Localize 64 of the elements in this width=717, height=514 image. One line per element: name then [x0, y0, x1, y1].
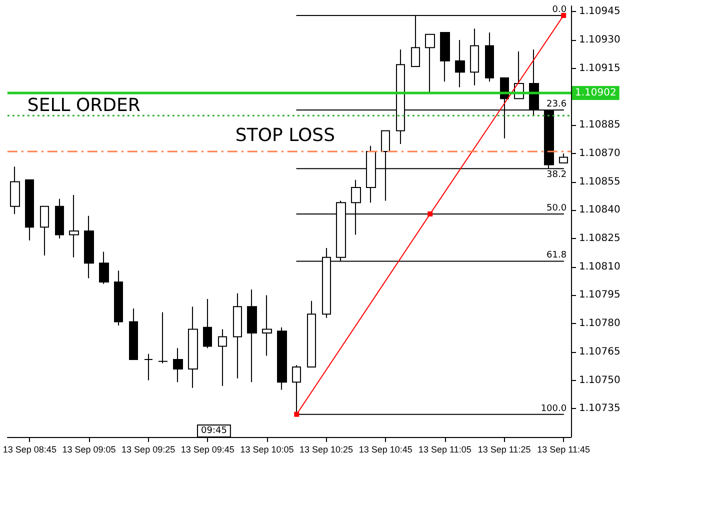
- candlestick: [173, 348, 183, 383]
- annotation: 50.0: [546, 203, 567, 214]
- candlestick: [10, 166, 20, 214]
- x-tick-label: 13 Sep 11:25: [478, 444, 531, 454]
- candlestick: [470, 28, 479, 86]
- y-tick-label: 1.10930: [579, 34, 620, 46]
- candlestick: [114, 270, 123, 326]
- x-tick-label: 13 Sep 10:05: [240, 444, 294, 454]
- candlestick: [158, 312, 168, 364]
- x-tick-label: 13 Sep 11:45: [537, 444, 590, 454]
- candlestick: [129, 308, 138, 360]
- candlestick: [203, 298, 212, 349]
- candlestick: [485, 32, 494, 82]
- x-tick-label: 13 Sep 11:05: [418, 444, 472, 454]
- y-tick-label: 1.10780: [579, 318, 620, 330]
- candlestick: [218, 328, 227, 386]
- candlestick: [84, 215, 94, 279]
- candlestick: [307, 300, 316, 368]
- y-tick-label: 1.10870: [579, 148, 620, 159]
- annotation: 38.2: [546, 170, 567, 180]
- x-tick-label: 13 Sep 10:25: [300, 444, 354, 454]
- candlestick: [440, 32, 450, 82]
- y-tick-label: 1.10825: [579, 233, 620, 244]
- candlestick: [188, 306, 198, 388]
- x-tick-label: 13 Sep 10:45: [358, 444, 412, 454]
- y-tick-label: 1.10915: [579, 62, 620, 74]
- candlestick: [425, 34, 435, 94]
- y-tick-label: 1.10750: [579, 374, 620, 386]
- ref-line-label: STOP LOSS: [235, 125, 336, 146]
- candlestick: [40, 206, 49, 256]
- candlestick: [277, 326, 287, 390]
- y-tick-label: 1.10735: [579, 403, 620, 414]
- candlestick: [262, 294, 272, 356]
- candlestick: [455, 40, 465, 88]
- candlestick: [233, 292, 242, 379]
- candlestick: [247, 289, 257, 383]
- point: [428, 211, 433, 216]
- candlestick: [292, 364, 301, 415]
- x-tick-label: 13 Sep 09:05: [62, 444, 116, 454]
- ref-line-label: 1.10902: [575, 87, 616, 98]
- annotation: 23.6: [546, 99, 567, 110]
- y-tick-label: 1.10810: [579, 261, 620, 272]
- annotation: 09:45: [201, 426, 227, 436]
- x-tick-label: 13 Sep 08:45: [2, 444, 56, 454]
- y-tick-label: 1.10855: [579, 176, 620, 188]
- x-tick-label: 13 Sep 09:45: [180, 444, 234, 454]
- y-tick-label: 1.10840: [579, 204, 620, 216]
- y-tick-label: 1.10795: [579, 290, 620, 301]
- candlestick: [55, 198, 64, 240]
- y-tick-label: 1.10765: [579, 346, 620, 358]
- y-tick-label: 1.10885: [579, 120, 620, 131]
- y-tick-label: 1.10945: [579, 6, 620, 18]
- candlestick: [99, 251, 109, 284]
- ref-line-label: SELL ORDER: [27, 95, 140, 116]
- point: [561, 12, 566, 18]
- candlestick: [69, 194, 79, 258]
- x-tick-label: 13 Sep 09:25: [122, 444, 176, 454]
- candlestick: [25, 179, 34, 241]
- annotation: 100.0: [540, 404, 567, 414]
- annotation: 0.0: [552, 4, 567, 15]
- annotation: 61.8: [546, 250, 567, 261]
- point: [294, 412, 300, 417]
- candlestick: [559, 152, 568, 164]
- candlestick: [144, 353, 153, 381]
